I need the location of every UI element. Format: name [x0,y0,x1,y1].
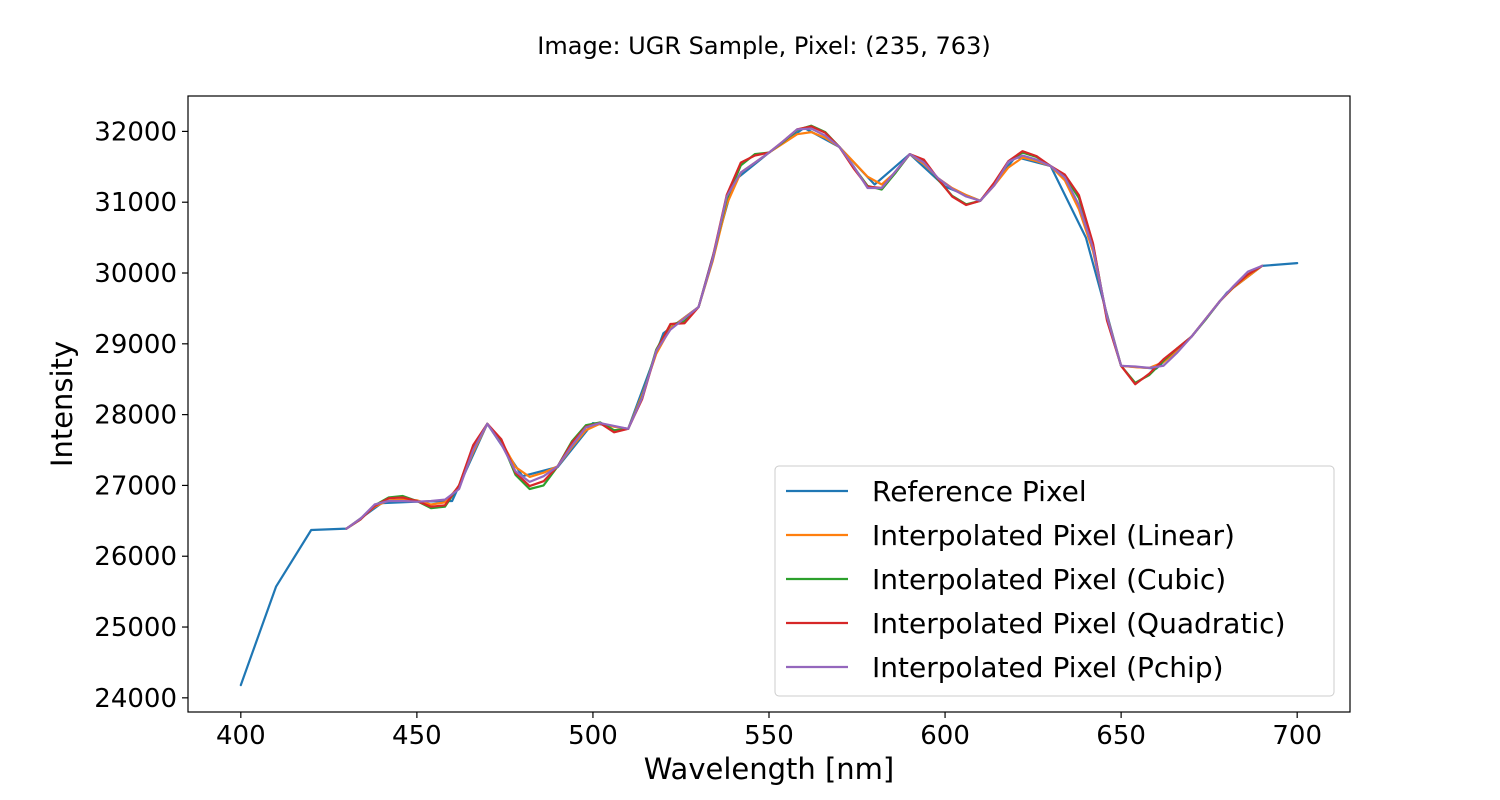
x-tick-label: 700 [1272,721,1322,751]
y-tick-label: 31000 [94,188,177,218]
legend-box [774,465,1335,697]
legend-label: Interpolated Pixel (Cubic) [872,563,1226,596]
y-tick-label: 25000 [94,613,177,643]
y-axis-title: Intensity [45,341,79,467]
x-tick-label: 550 [744,721,794,751]
x-tick-label: 400 [216,721,266,751]
series-layer [239,124,1299,687]
legend-label: Reference Pixel [872,475,1087,508]
legend-label: Interpolated Pixel (Quadratic) [872,607,1286,640]
x-tick-label: 450 [392,721,442,751]
y-tick-label: 24000 [94,684,177,714]
y-tick-label: 28000 [94,401,177,431]
y-tick-label: 30000 [94,259,177,289]
legend-label: Interpolated Pixel (Pchip) [872,651,1224,684]
y-tick-label: 29000 [94,330,177,360]
x-tick-label: 600 [920,721,970,751]
legend-label: Interpolated Pixel (Linear) [872,519,1235,552]
y-tick-label: 27000 [94,471,177,501]
x-tick-label: 650 [1096,721,1146,751]
x-axis: 400 450 500 550 600 650 700 [216,712,1322,751]
x-axis-title: Wavelength [nm] [644,752,895,786]
series-line-4 [345,127,1264,530]
chart-title: Image: UGR Sample, Pixel: (235, 763) [537,32,990,60]
y-axis: 24000 25000 26000 27000 28000 29000 30000 31000… [94,117,188,714]
y-tick-label: 32000 [94,117,177,147]
y-tick-label: 26000 [94,542,177,572]
legend: Reference Pixel Interpolated Pixel (Linea… [774,465,1335,697]
x-tick-label: 500 [568,721,618,751]
